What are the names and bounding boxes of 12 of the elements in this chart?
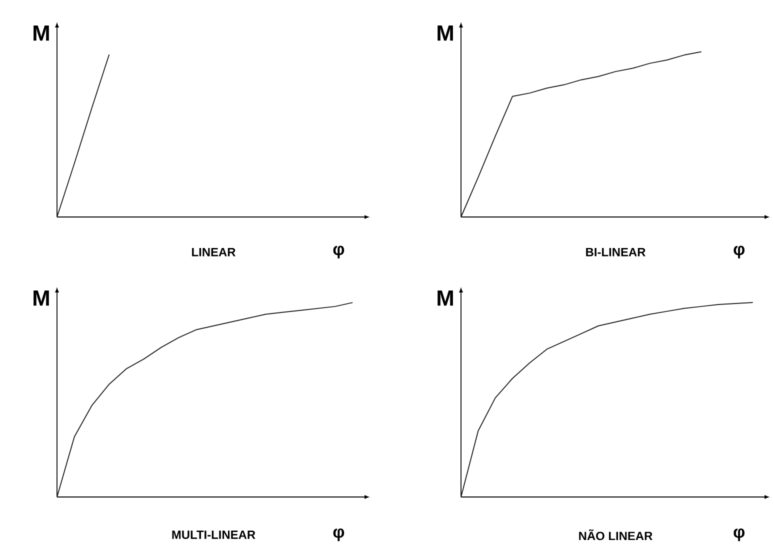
x-axis-title: φ: [734, 528, 745, 542]
text: MULTI-LINEAR: [172, 530, 256, 539]
text: BI-LINEAR: [586, 248, 646, 256]
y-axis-title: M: [34, 290, 49, 306]
y-axis-title: M: [34, 26, 49, 41]
x-axis-title: φ: [333, 528, 344, 542]
text: NÃO LINEAR: [579, 529, 652, 540]
x-axis-title: φ: [333, 246, 344, 258]
text: LINEAR: [192, 248, 236, 256]
y-axis-title: M: [438, 290, 453, 306]
y-axis-title: M: [438, 26, 453, 41]
x-axis-title: φ: [734, 246, 745, 258]
